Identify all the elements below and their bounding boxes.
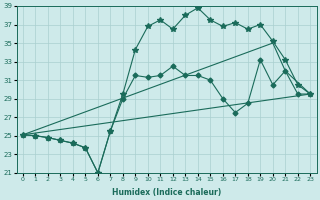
X-axis label: Humidex (Indice chaleur): Humidex (Indice chaleur) [112,188,221,197]
